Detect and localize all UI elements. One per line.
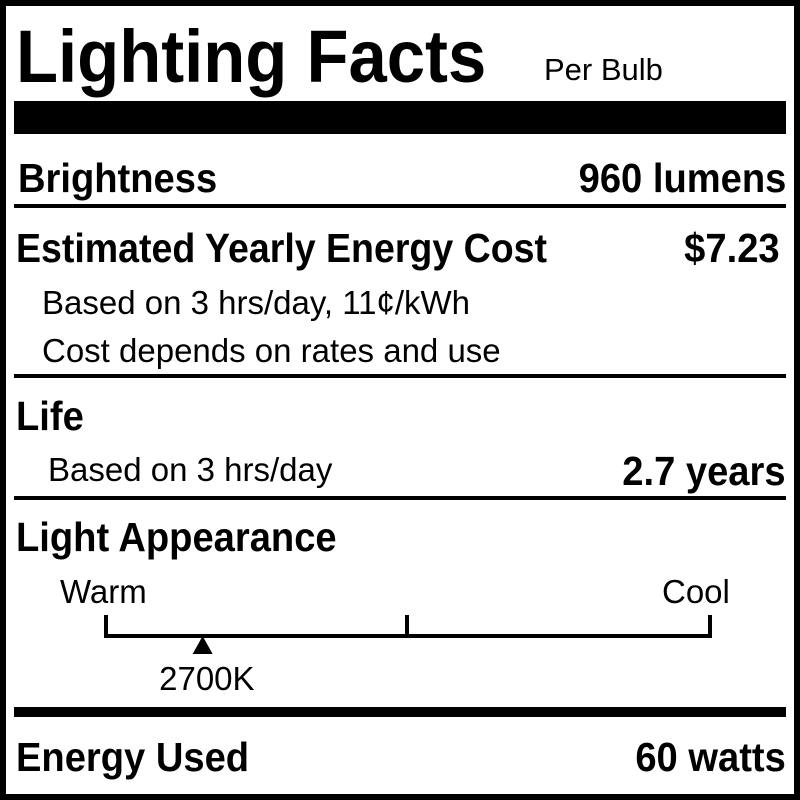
temperature-marker (192, 636, 213, 654)
cool-label: Cool (662, 573, 730, 610)
scale-bar (104, 615, 712, 638)
cost-value: $7.23 (684, 225, 780, 271)
life-label: Life (16, 393, 84, 439)
cost-label: Estimated Yearly Energy Cost (16, 225, 548, 271)
life-note: Based on 3 hrs/day (48, 451, 333, 488)
cost-note-rate: Based on 3 hrs/day, 11¢/kWh (42, 284, 471, 321)
brightness-label: Brightness (18, 155, 218, 201)
label-title: Lighting Facts (16, 15, 487, 98)
divider (14, 374, 786, 378)
thick-divider (14, 707, 786, 717)
divider (14, 204, 786, 208)
temperature-value: 2700K (159, 660, 255, 697)
life-value: 2.7 years (622, 448, 786, 494)
energy-value: 60 watts (635, 734, 786, 780)
cost-note-depends: Cost depends on rates and use (42, 332, 501, 369)
label-subtitle: Per Bulb (544, 52, 663, 87)
thick-divider (14, 101, 786, 134)
warm-label: Warm (60, 573, 147, 610)
color-temperature-scale (104, 615, 712, 654)
divider (14, 496, 786, 500)
energy-label: Energy Used (16, 734, 250, 780)
appearance-label: Light Appearance (16, 514, 337, 560)
brightness-value: 960 lumens (578, 155, 786, 201)
